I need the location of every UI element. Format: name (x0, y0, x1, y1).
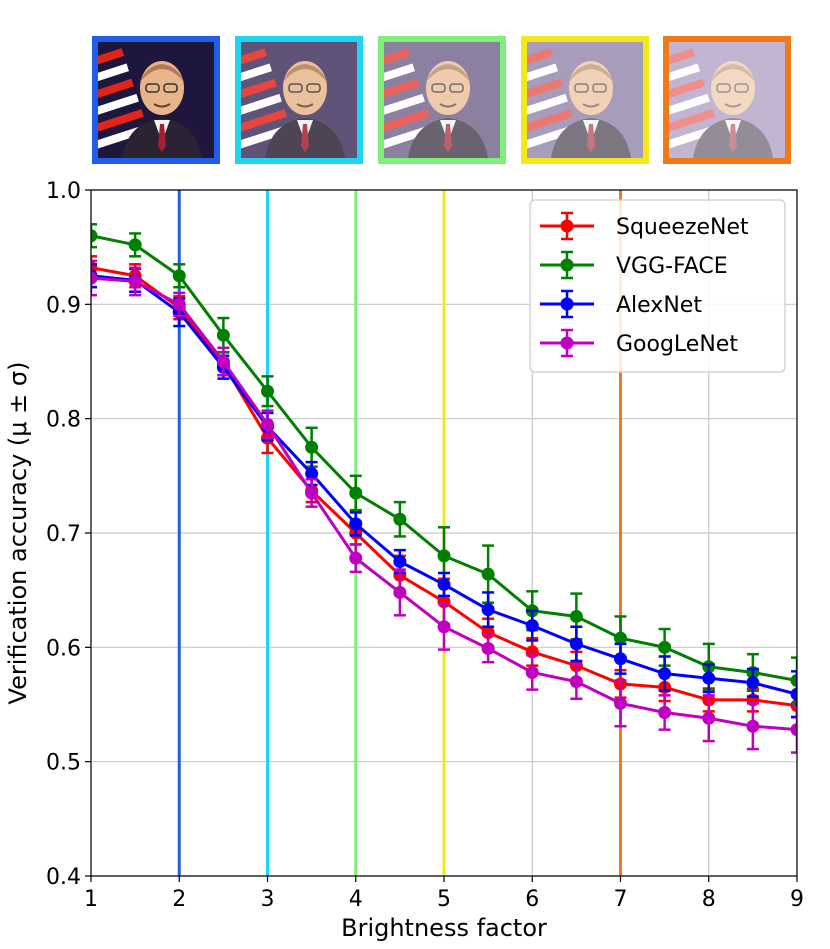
legend-label: AlexNet (616, 293, 702, 318)
data-point (702, 671, 716, 685)
data-point (393, 585, 407, 599)
legend-box (529, 199, 786, 373)
y-tick-label: 0.7 (46, 522, 81, 547)
data-point (569, 609, 583, 623)
legend-label: VGG-FACE (616, 254, 728, 279)
data-point (261, 417, 274, 431)
x-tick-label: 3 (261, 887, 275, 912)
portrait-photo (527, 42, 643, 158)
series-googlenet (91, 259, 797, 754)
x-tick-label: 7 (614, 887, 628, 912)
portrait-photo (98, 48, 202, 158)
data-point (525, 619, 539, 633)
data-point (790, 723, 797, 737)
data-point (305, 467, 319, 481)
data-point (746, 676, 760, 690)
data-point (393, 555, 407, 569)
data-point (525, 665, 539, 679)
x-tick-label: 9 (790, 887, 804, 912)
portrait-photo (669, 42, 785, 158)
data-point (172, 297, 186, 311)
y-tick-label: 0.9 (46, 293, 81, 318)
data-point (305, 486, 319, 500)
line-chart: 1 2 3 4 5 6 7 8 9 0.4 0.5 0.6 0.7 0.8 0.9 1.0 Brightnes… (4, 179, 804, 942)
data-point (658, 640, 672, 654)
y-tick-label: 0.6 (46, 636, 81, 661)
data-point (128, 274, 142, 288)
y-tick-label: 1.0 (46, 179, 81, 204)
data-point (305, 440, 319, 454)
y-tick-label: 0.8 (46, 408, 81, 433)
legend-label: GoogLeNet (616, 332, 738, 357)
legend-label: SqueezeNet (616, 215, 749, 240)
legend-swatch-marker (560, 297, 574, 311)
y-tick-label: 0.5 (46, 751, 81, 776)
data-point (569, 675, 583, 689)
legend-item: AlexNet (540, 289, 702, 319)
data-point (91, 229, 98, 243)
data-point (349, 551, 363, 565)
data-point (349, 486, 363, 500)
data-point (481, 567, 495, 581)
data-point (91, 271, 98, 285)
legend-swatch-marker (560, 336, 574, 350)
data-point (128, 238, 142, 252)
data-point (746, 719, 760, 733)
legend-swatch-marker (560, 258, 574, 272)
portrait-photo (384, 42, 500, 158)
x-tick-label: 2 (172, 887, 186, 912)
series-alexnet (91, 263, 797, 719)
data-point (349, 517, 363, 531)
data-point (437, 549, 451, 563)
data-point (216, 328, 230, 342)
data-point (261, 384, 274, 398)
x-axis-label: Brightness factor (341, 914, 547, 942)
data-point (790, 673, 797, 687)
y-axis-label: Verification accuracy (μ ± σ) (4, 362, 32, 705)
brightness-thumbnail (378, 36, 506, 164)
x-tick-label: 5 (437, 887, 451, 912)
legend-item: GoogLeNet (540, 328, 738, 358)
legend-item: VGG-FACE (540, 250, 728, 280)
x-tick-label: 8 (702, 887, 716, 912)
data-point (481, 641, 495, 655)
legend-item: SqueezeNet (540, 211, 749, 241)
data-point (790, 687, 797, 701)
data-point (614, 696, 627, 710)
data-point (658, 667, 672, 681)
brightness-thumbnail (663, 36, 791, 164)
brightness-thumbnail (92, 36, 220, 164)
legend: SqueezeNet VGG-FACE AlexNet GoogLeNet (529, 199, 786, 373)
data-point (437, 577, 451, 591)
brightness-thumbnail (521, 36, 649, 164)
x-tick-label: 4 (349, 887, 363, 912)
data-point (569, 637, 583, 651)
brightness-thumbnail (235, 36, 363, 164)
axis-ticks: 1 2 3 4 5 6 7 8 9 0.4 0.5 0.6 0.7 0.8 0.9 1.0 (46, 179, 804, 912)
data-point (702, 711, 716, 725)
legend-swatch-marker (560, 219, 574, 233)
x-tick-label: 6 (525, 887, 539, 912)
data-point (481, 603, 495, 617)
data-point (658, 706, 672, 720)
data-point (614, 652, 627, 666)
data-point (437, 620, 451, 634)
data-point (216, 355, 230, 368)
y-tick-label: 0.4 (46, 865, 81, 890)
data-point (172, 269, 186, 283)
portrait-photo (241, 42, 357, 158)
data-point (614, 631, 627, 645)
series-group (91, 223, 797, 754)
data-point (393, 512, 407, 526)
thumbnail-strip (0, 0, 830, 180)
x-tick-label: 1 (84, 887, 98, 912)
